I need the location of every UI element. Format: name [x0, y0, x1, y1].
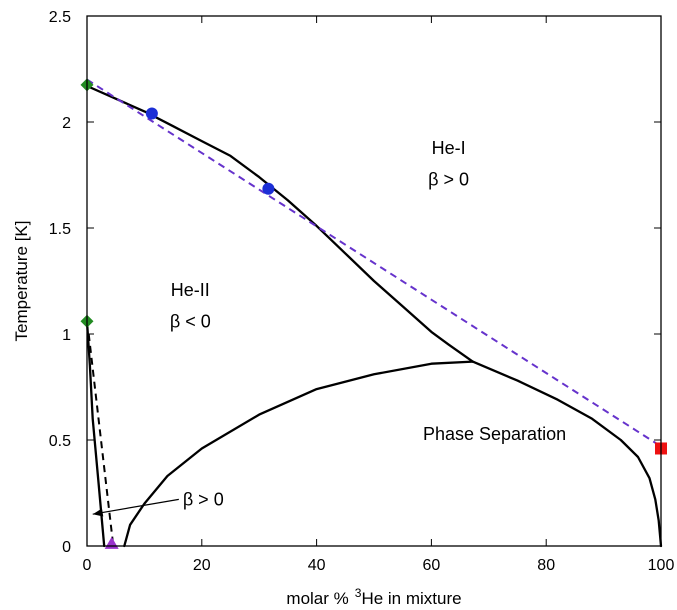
arrow-layer: β > 0	[92, 489, 224, 517]
region-annotation: He-II	[171, 280, 210, 300]
series-layer	[85, 78, 663, 548]
series-line-1	[85, 84, 474, 363]
series-line-3	[123, 360, 474, 548]
y-tick-label: 0	[62, 539, 71, 556]
arrow-label: β > 0	[183, 489, 224, 509]
x-tick-label: 20	[193, 557, 211, 574]
y-tick-label: 2.5	[49, 9, 71, 26]
y-tick-label: 1.5	[49, 221, 71, 238]
region-annotation: He-I	[432, 138, 466, 158]
region-annotation: β < 0	[170, 312, 211, 332]
series-line-5	[86, 78, 662, 448]
arrow-head	[92, 508, 104, 517]
marker-layer	[80, 78, 667, 549]
circle-marker	[145, 107, 158, 120]
region-annotation: β > 0	[428, 170, 469, 190]
x-tick-label: 0	[83, 557, 92, 574]
y-tick-label: 2	[62, 115, 71, 132]
series-line-2	[85, 320, 106, 548]
circle-marker	[262, 182, 275, 195]
series-line-4	[471, 360, 663, 548]
x-tick-label: 40	[308, 557, 326, 574]
y-axis-label: Temperature [K]	[12, 221, 31, 342]
region-annotation: Phase Separation	[423, 424, 566, 444]
triangle-marker	[104, 536, 119, 549]
y-tick-label: 1	[62, 327, 71, 344]
plot-frame	[86, 15, 662, 547]
x-tick-label: 60	[423, 557, 441, 574]
y-tick-label: 0.5	[49, 433, 71, 450]
x-axis-label: molar % 3He in mixture	[286, 586, 461, 608]
annotation-layer: He-I β > 0 He-II β < 0 Phase Separation	[170, 138, 566, 444]
series-line-6	[87, 333, 114, 542]
arrow-line	[92, 498, 179, 515]
x-tick-label: 80	[537, 557, 555, 574]
x-tick-label: 100	[648, 557, 675, 574]
tick-layer: 0 20 40 60 80 100 0 0.5 1 1.5 2 2.5	[49, 9, 675, 574]
